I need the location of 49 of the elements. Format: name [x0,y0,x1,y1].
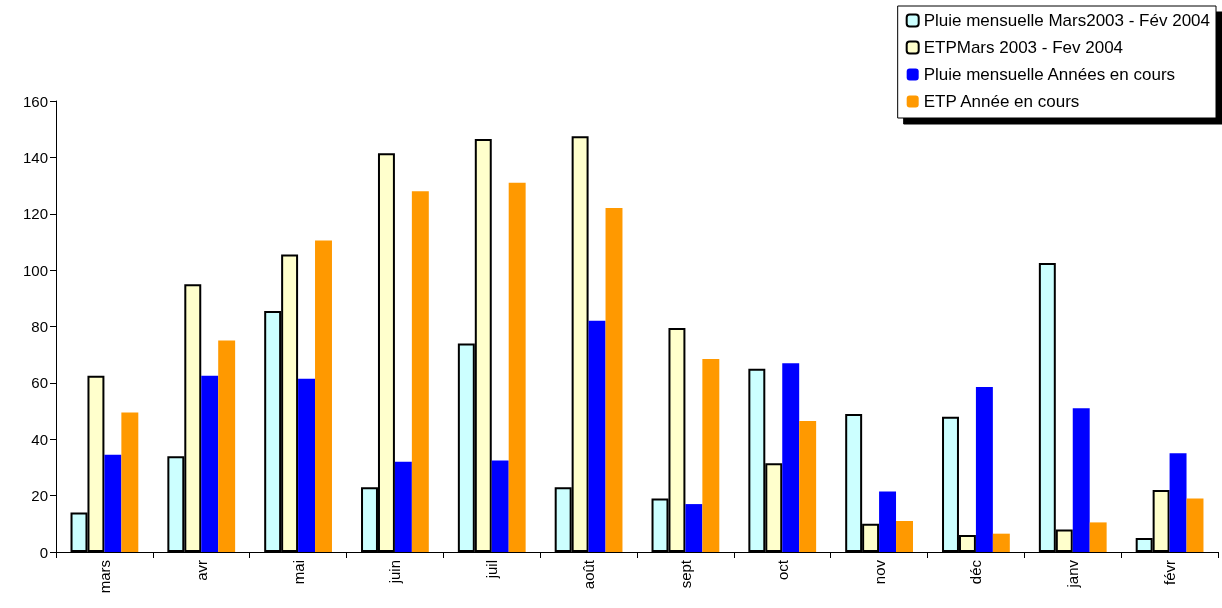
bar [218,340,236,552]
y-tick-label: 0 [39,543,48,561]
y-tick-label: 120 [22,205,48,223]
x-tick-label: juin [386,560,404,585]
bar [1169,453,1187,552]
bar [121,412,139,552]
bar [702,358,720,552]
x-tick-label: juil [483,560,501,580]
bar [879,491,897,552]
x-tick-label: août [580,559,598,590]
x-tick-label: janv [1064,559,1082,589]
bar [588,320,606,552]
bar [782,363,800,552]
bar [1186,498,1204,552]
x-tick-label: oct [773,559,791,581]
x-tick-label: nov [870,559,888,585]
y-tick-label: 160 [22,92,48,110]
y-tick-label: 20 [31,487,48,505]
bar [491,460,509,552]
bar [1089,522,1107,552]
bar [605,208,623,552]
x-tick-label: mars [95,560,113,594]
y-tick-label: 80 [31,318,48,335]
legend-label: Pluie mensuelle Mars2003 - Fév 2004 [923,11,1211,30]
x-tick-label: avr [192,560,210,581]
x-tick-label: févr [1161,560,1179,586]
bar [975,387,993,552]
y-tick-label: 100 [22,261,48,279]
bar [298,378,316,552]
bar [508,182,526,552]
bar [315,240,332,552]
bar [685,504,703,552]
x-tick-label: déc [967,559,985,585]
legend-label: ETP Année en cours [923,92,1080,111]
bar [201,375,219,552]
bar [104,454,122,552]
x-tick-label: sept [676,559,694,589]
bar [411,191,429,552]
y-tick-label: 40 [31,430,48,448]
bar [896,520,913,552]
bar [394,461,412,552]
legend-label: ETPMars 2003 - Fev 2004 [923,38,1124,57]
x-tick-label: mai [289,560,307,585]
y-tick-label: 140 [22,148,48,166]
bar [1072,408,1090,552]
bar [992,533,1010,552]
bar [799,420,817,552]
y-tick-label: 60 [31,374,48,392]
legend-label: Pluie mensuelle Années en cours [923,65,1176,84]
